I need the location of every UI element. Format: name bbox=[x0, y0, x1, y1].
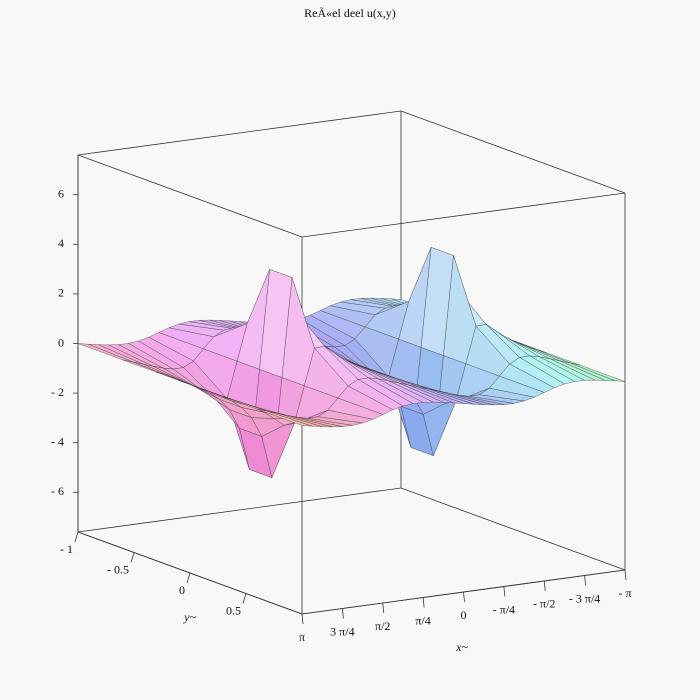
z-tick-label: 4 bbox=[58, 236, 64, 250]
box-edge bbox=[400, 110, 626, 194]
box-edge bbox=[77, 487, 402, 533]
x-tick bbox=[624, 569, 627, 581]
z-tick-label: - 2 bbox=[51, 385, 64, 399]
x-tick-label: - π/4 bbox=[493, 602, 515, 616]
y-tick bbox=[74, 531, 79, 543]
z-tick-label: 0 bbox=[58, 335, 64, 349]
x-tick-label: 3 π/4 bbox=[330, 624, 354, 638]
x-tick-label: - π/2 bbox=[533, 597, 555, 611]
x-tick-label: - π bbox=[618, 586, 631, 600]
y-tick bbox=[186, 572, 191, 584]
x-tick-label: 0 bbox=[461, 608, 467, 622]
surface-patch bbox=[257, 408, 313, 427]
y-tick bbox=[130, 552, 135, 563]
z-tick-label: 6 bbox=[58, 186, 64, 200]
box-edge bbox=[77, 110, 402, 156]
box-edge bbox=[301, 192, 626, 238]
y-tick-label: - 0.5 bbox=[107, 562, 129, 576]
x-tick-label: π/2 bbox=[375, 619, 390, 633]
x-tick bbox=[422, 597, 425, 608]
y-axis-label: y~ bbox=[183, 610, 196, 624]
z-tick-label: - 4 bbox=[51, 434, 64, 448]
box-edge bbox=[77, 154, 303, 238]
x-tick bbox=[341, 608, 344, 619]
y-tick bbox=[242, 593, 247, 604]
x-tick bbox=[543, 580, 546, 592]
x-tick bbox=[503, 586, 506, 597]
x-tick bbox=[463, 591, 465, 603]
z-tick-label: 2 bbox=[58, 286, 64, 300]
box-edge bbox=[400, 487, 626, 571]
chart-title: ReÃ«el deel u(x,y) bbox=[304, 6, 396, 20]
y-tick-label: 0.5 bbox=[226, 603, 241, 617]
z-tick-label: - 6 bbox=[51, 484, 64, 498]
x-tick-label: π/4 bbox=[415, 613, 430, 627]
y-tick-label: 0 bbox=[179, 583, 185, 597]
x-tick bbox=[301, 613, 304, 625]
x-tick bbox=[584, 575, 587, 586]
x-tick-label: - 3 π/4 bbox=[569, 591, 600, 605]
x-tick bbox=[382, 602, 385, 614]
x-tick-label: π bbox=[299, 630, 305, 644]
x-axis-label: x~ bbox=[455, 640, 468, 654]
y-tick-label: - 1 bbox=[60, 542, 73, 556]
